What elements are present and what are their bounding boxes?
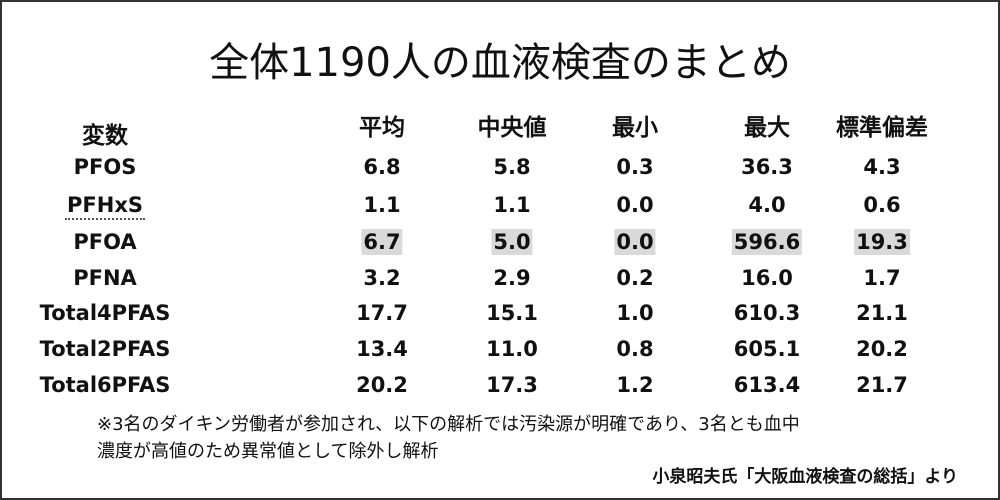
header-cell: 平均 bbox=[359, 115, 405, 141]
title: 全体1190人の血液検査のまとめ bbox=[209, 40, 791, 86]
table-cell: 17.7 bbox=[356, 301, 408, 325]
header-cell: 変数 bbox=[82, 123, 128, 149]
table-cell: 1.1 bbox=[493, 193, 531, 217]
row-label: PFOS bbox=[73, 155, 137, 179]
header-cell: 最小 bbox=[612, 115, 658, 141]
table-cell: 605.1 bbox=[733, 337, 801, 361]
table-cell: 5.8 bbox=[493, 155, 531, 179]
table-cell: 15.1 bbox=[486, 301, 538, 325]
table-cell: 21.7 bbox=[856, 373, 908, 397]
row-label: PFHxS bbox=[65, 192, 145, 220]
row-label: Total2PFAS bbox=[39, 337, 171, 361]
table-cell: 20.2 bbox=[356, 373, 408, 397]
row-label: PFNA bbox=[73, 266, 137, 290]
table-cell: 6.8 bbox=[363, 155, 401, 179]
table-cell: 610.3 bbox=[733, 301, 801, 325]
note-line: ※3名のダイキン労働者が参加され、以下の解析では汚染源が明確であり、3名とも血中 bbox=[97, 414, 800, 435]
table-cell: 0.0 bbox=[616, 193, 654, 217]
table-cell: 613.4 bbox=[733, 373, 801, 397]
table-cell: 1.7 bbox=[863, 266, 901, 290]
table-cell: 11.0 bbox=[486, 337, 538, 361]
table-cell: 5.0 bbox=[491, 229, 533, 255]
table-cell: 596.6 bbox=[731, 229, 803, 255]
table-cell: 0.3 bbox=[616, 155, 654, 179]
table-cell: 0.8 bbox=[616, 337, 654, 361]
header-cell: 最大 bbox=[744, 115, 790, 141]
table-cell: 19.3 bbox=[854, 229, 910, 255]
row-label: PFOA bbox=[73, 230, 137, 254]
table-cell: 6.7 bbox=[361, 229, 403, 255]
table-cell: 1.2 bbox=[616, 373, 654, 397]
header-cell: 標準偏差 bbox=[836, 115, 928, 141]
table-cell: 13.4 bbox=[356, 337, 408, 361]
table-cell: 1.1 bbox=[363, 193, 401, 217]
table-cell: 0.6 bbox=[863, 193, 901, 217]
table-cell: 4.3 bbox=[863, 155, 901, 179]
table-cell: 0.0 bbox=[614, 229, 656, 255]
table-cell: 16.0 bbox=[741, 266, 793, 290]
table-cell: 2.9 bbox=[493, 266, 531, 290]
table-cell: 36.3 bbox=[741, 155, 793, 179]
table-cell: 1.0 bbox=[616, 301, 654, 325]
table-cell: 4.0 bbox=[748, 193, 786, 217]
table-cell: 17.3 bbox=[486, 373, 538, 397]
table-cell: 3.2 bbox=[363, 266, 401, 290]
table-cell: 20.2 bbox=[856, 337, 908, 361]
source: 小泉昭夫氏「大阪血液検査の総括」より bbox=[652, 467, 958, 487]
row-label: Total6PFAS bbox=[39, 373, 171, 397]
row-label: Total4PFAS bbox=[39, 301, 171, 325]
table-cell: 0.2 bbox=[616, 266, 654, 290]
header-cell: 中央値 bbox=[477, 115, 547, 141]
table-cell: 21.1 bbox=[856, 301, 908, 325]
note-line: 濃度が高値のため異常値として除外し解析 bbox=[97, 441, 439, 462]
